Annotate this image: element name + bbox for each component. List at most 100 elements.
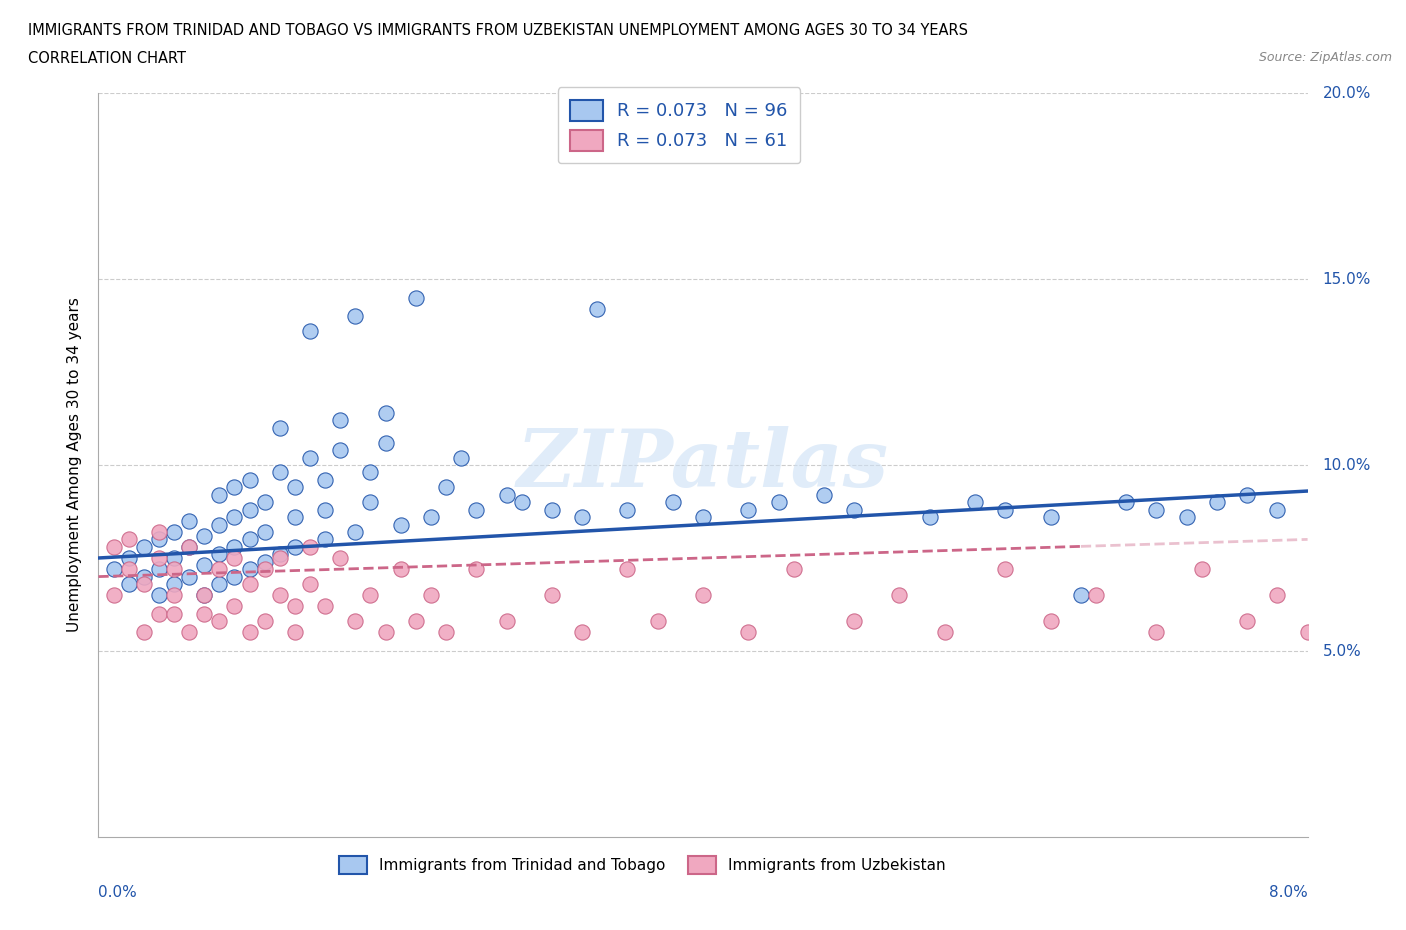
- Point: [148, 606, 170, 621]
- Point: [813, 487, 835, 502]
- Point: [314, 502, 336, 517]
- Point: [269, 551, 291, 565]
- Point: [193, 606, 215, 621]
- Point: [132, 569, 155, 584]
- Text: 0.0%: 0.0%: [98, 885, 138, 900]
- Point: [1039, 510, 1062, 525]
- Point: [616, 562, 638, 577]
- Point: [1039, 614, 1062, 629]
- Point: [329, 551, 352, 565]
- Point: [571, 625, 593, 640]
- Point: [239, 562, 262, 577]
- Point: [737, 502, 759, 517]
- Point: [405, 614, 427, 629]
- Point: [239, 472, 262, 487]
- Point: [314, 472, 336, 487]
- Point: [253, 614, 276, 629]
- Point: [224, 599, 246, 614]
- Point: [374, 625, 396, 640]
- Point: [1267, 588, 1289, 603]
- Point: [918, 510, 941, 525]
- Point: [193, 588, 215, 603]
- Point: [284, 599, 307, 614]
- Point: [269, 547, 291, 562]
- Point: [224, 569, 246, 584]
- Point: [344, 614, 367, 629]
- Point: [208, 577, 231, 591]
- Point: [179, 513, 201, 528]
- Point: [179, 539, 201, 554]
- Point: [1191, 562, 1213, 577]
- Point: [253, 495, 276, 510]
- Point: [934, 625, 956, 640]
- Point: [737, 625, 759, 640]
- Point: [163, 606, 186, 621]
- Point: [163, 525, 186, 539]
- Point: [253, 554, 276, 569]
- Point: [344, 309, 367, 324]
- Point: [1236, 614, 1258, 629]
- Text: IMMIGRANTS FROM TRINIDAD AND TOBAGO VS IMMIGRANTS FROM UZBEKISTAN UNEMPLOYMENT A: IMMIGRANTS FROM TRINIDAD AND TOBAGO VS I…: [28, 23, 969, 38]
- Point: [994, 502, 1017, 517]
- Text: 10.0%: 10.0%: [1323, 458, 1371, 472]
- Point: [132, 539, 155, 554]
- Point: [239, 532, 262, 547]
- Text: 8.0%: 8.0%: [1268, 885, 1308, 900]
- Point: [434, 625, 457, 640]
- Point: [360, 465, 382, 480]
- Point: [344, 525, 367, 539]
- Point: [844, 614, 866, 629]
- Point: [208, 614, 231, 629]
- Point: [208, 487, 231, 502]
- Point: [540, 502, 562, 517]
- Point: [132, 625, 155, 640]
- Point: [132, 577, 155, 591]
- Point: [1296, 625, 1319, 640]
- Point: [374, 405, 396, 420]
- Point: [284, 510, 307, 525]
- Point: [239, 625, 262, 640]
- Point: [420, 510, 443, 525]
- Point: [1085, 588, 1108, 603]
- Point: [193, 588, 215, 603]
- Text: 15.0%: 15.0%: [1323, 272, 1371, 286]
- Point: [495, 487, 517, 502]
- Point: [239, 502, 262, 517]
- Point: [1146, 625, 1168, 640]
- Point: [239, 577, 262, 591]
- Text: CORRELATION CHART: CORRELATION CHART: [28, 51, 186, 66]
- Point: [208, 517, 231, 532]
- Point: [405, 290, 427, 305]
- Point: [465, 502, 488, 517]
- Legend: Immigrants from Trinidad and Tobago, Immigrants from Uzbekistan: Immigrants from Trinidad and Tobago, Imm…: [332, 848, 953, 882]
- Text: 5.0%: 5.0%: [1323, 644, 1361, 658]
- Point: [193, 528, 215, 543]
- Point: [224, 539, 246, 554]
- Point: [269, 420, 291, 435]
- Point: [1175, 510, 1198, 525]
- Point: [163, 588, 186, 603]
- Point: [118, 551, 141, 565]
- Point: [118, 577, 141, 591]
- Point: [360, 588, 382, 603]
- Point: [269, 588, 291, 603]
- Text: Source: ZipAtlas.com: Source: ZipAtlas.com: [1258, 51, 1392, 64]
- Point: [103, 588, 125, 603]
- Point: [374, 435, 396, 450]
- Point: [148, 532, 170, 547]
- Point: [148, 551, 170, 565]
- Point: [269, 465, 291, 480]
- Point: [389, 562, 412, 577]
- Text: ZIPatlas: ZIPatlas: [517, 426, 889, 504]
- Point: [768, 495, 790, 510]
- Point: [284, 480, 307, 495]
- Point: [299, 577, 322, 591]
- Point: [299, 539, 322, 554]
- Point: [208, 547, 231, 562]
- Point: [1070, 588, 1092, 603]
- Point: [1267, 502, 1289, 517]
- Point: [148, 562, 170, 577]
- Point: [692, 588, 714, 603]
- Point: [163, 551, 186, 565]
- Point: [692, 510, 714, 525]
